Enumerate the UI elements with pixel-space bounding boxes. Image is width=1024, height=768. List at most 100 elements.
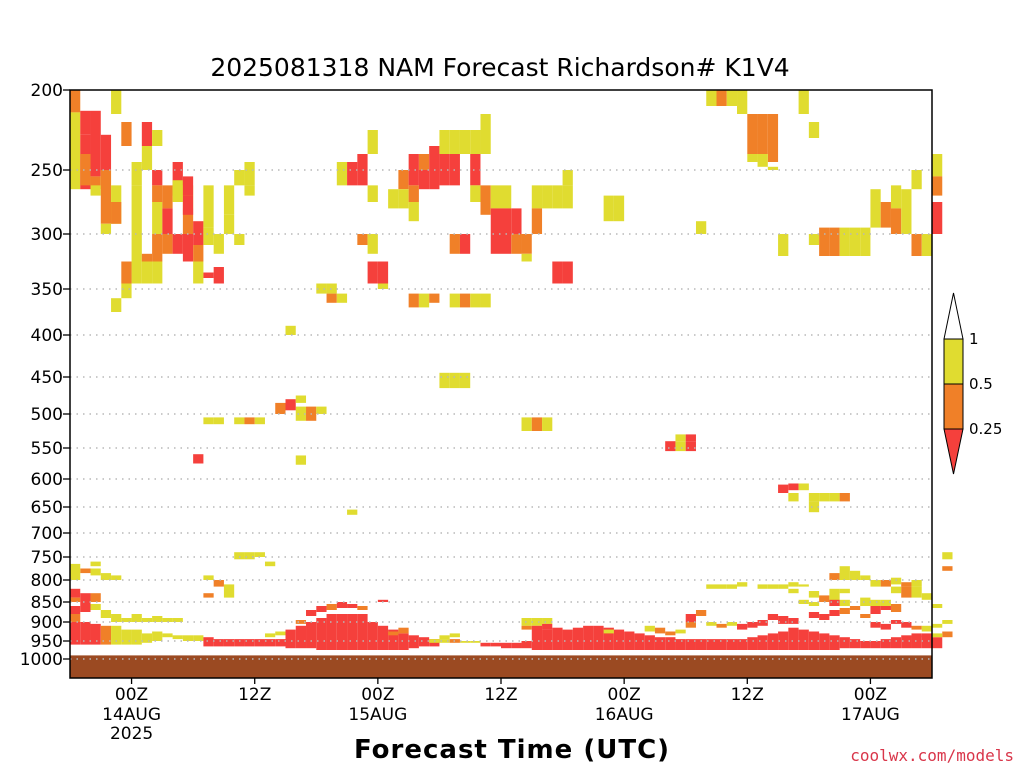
ri-cell bbox=[90, 185, 101, 196]
ri-cell bbox=[172, 162, 183, 186]
ri-cell bbox=[182, 195, 194, 215]
ri-cell bbox=[203, 272, 214, 278]
ri-cell bbox=[213, 639, 224, 647]
ri-cell bbox=[932, 202, 943, 234]
credit-text: coolwx.com/models bbox=[850, 746, 1014, 765]
ri-cell bbox=[716, 90, 727, 106]
ri-cell bbox=[449, 130, 460, 154]
ri-cell bbox=[932, 154, 943, 177]
ri-cell bbox=[808, 122, 820, 138]
ri-cell bbox=[942, 620, 953, 624]
ri-cell bbox=[521, 625, 532, 630]
ri-cell bbox=[470, 293, 481, 308]
ri-cell bbox=[408, 154, 419, 186]
ri-cell bbox=[439, 639, 450, 643]
ri-cell bbox=[285, 325, 296, 335]
ri-cell bbox=[70, 606, 81, 614]
ri-cell bbox=[336, 162, 348, 186]
ri-cell bbox=[921, 633, 932, 638]
ri-cell bbox=[418, 293, 430, 308]
ri-cell bbox=[767, 614, 779, 620]
y-tick-label: 350 bbox=[31, 280, 63, 300]
ri-cell bbox=[634, 633, 645, 650]
ri-cell bbox=[480, 130, 491, 154]
ri-cell bbox=[182, 635, 194, 641]
ri-cell bbox=[490, 208, 501, 234]
ri-cell bbox=[193, 245, 204, 262]
ri-cell bbox=[890, 604, 902, 612]
ri-cell bbox=[439, 130, 450, 154]
ri-cell bbox=[90, 623, 101, 645]
ri-cell bbox=[675, 639, 686, 650]
ri-cell bbox=[131, 256, 142, 284]
x-tick-year: 2025 bbox=[110, 724, 153, 744]
ri-cell bbox=[398, 633, 409, 650]
ri-cell bbox=[890, 586, 902, 594]
ri-cell bbox=[254, 639, 265, 647]
ri-cell bbox=[418, 170, 430, 190]
ri-cell bbox=[726, 584, 738, 589]
ri-cell bbox=[870, 602, 881, 614]
ri-cell bbox=[839, 608, 850, 614]
ri-cell bbox=[418, 637, 430, 647]
ri-cell bbox=[706, 584, 717, 589]
ri-cell bbox=[747, 154, 758, 162]
ground-layer bbox=[70, 655, 932, 678]
ri-cell bbox=[470, 130, 481, 154]
ri-cell bbox=[111, 614, 122, 622]
y-tick-label: 800 bbox=[31, 571, 63, 591]
ri-cell bbox=[716, 639, 727, 650]
ri-cell bbox=[778, 631, 789, 650]
ri-cell bbox=[932, 604, 943, 608]
y-tick-label: 950 bbox=[31, 632, 63, 652]
ri-cell bbox=[644, 635, 655, 650]
ri-cell bbox=[193, 635, 204, 641]
legend-label: 0.25 bbox=[969, 420, 1002, 438]
y-tick-label: 550 bbox=[31, 439, 63, 459]
y-tick-label: 450 bbox=[31, 368, 63, 388]
ri-cell bbox=[716, 584, 727, 589]
ri-cell bbox=[100, 170, 112, 202]
ri-cell bbox=[870, 599, 881, 606]
ri-cell bbox=[788, 582, 799, 587]
ri-cell bbox=[747, 637, 758, 650]
ri-cell bbox=[562, 261, 573, 284]
ri-cell bbox=[798, 90, 809, 114]
y-tick-label: 700 bbox=[31, 524, 63, 544]
x-tick-label: 12Z bbox=[484, 685, 517, 705]
ri-cell bbox=[203, 637, 214, 647]
ri-cell bbox=[480, 114, 491, 130]
ri-cell bbox=[685, 614, 696, 622]
ri-cell bbox=[921, 234, 932, 256]
chart-title: 2025081318 NAM Forecast Richardson# K1V4 bbox=[210, 53, 789, 82]
ri-cell bbox=[829, 635, 840, 650]
y-tick-label: 1000 bbox=[20, 650, 63, 670]
ri-cell bbox=[377, 599, 389, 602]
ri-cell bbox=[141, 253, 153, 262]
ri-cell bbox=[839, 566, 850, 580]
ri-cell bbox=[347, 509, 358, 515]
ri-cell bbox=[316, 406, 327, 414]
ri-cell bbox=[757, 154, 768, 167]
ri-cell bbox=[890, 577, 902, 585]
ri-cell bbox=[870, 641, 881, 649]
ri-cell bbox=[542, 618, 553, 624]
ri-cell bbox=[347, 604, 358, 608]
ri-cell bbox=[152, 631, 163, 641]
ri-cell bbox=[244, 162, 255, 186]
ri-cell bbox=[111, 298, 122, 312]
ri-cell bbox=[665, 631, 676, 636]
ri-cell bbox=[336, 602, 348, 608]
ri-cell bbox=[860, 614, 871, 618]
ri-cell bbox=[531, 417, 543, 431]
ri-cell bbox=[726, 90, 738, 106]
ri-cell bbox=[121, 629, 132, 645]
ri-cell bbox=[357, 606, 368, 610]
ri-cell bbox=[860, 575, 871, 580]
ri-cell bbox=[654, 637, 666, 650]
ri-cell bbox=[788, 627, 799, 650]
ri-cell bbox=[880, 580, 891, 587]
ri-cell bbox=[80, 602, 91, 612]
ri-cell bbox=[162, 208, 173, 234]
ri-cell bbox=[429, 293, 440, 303]
